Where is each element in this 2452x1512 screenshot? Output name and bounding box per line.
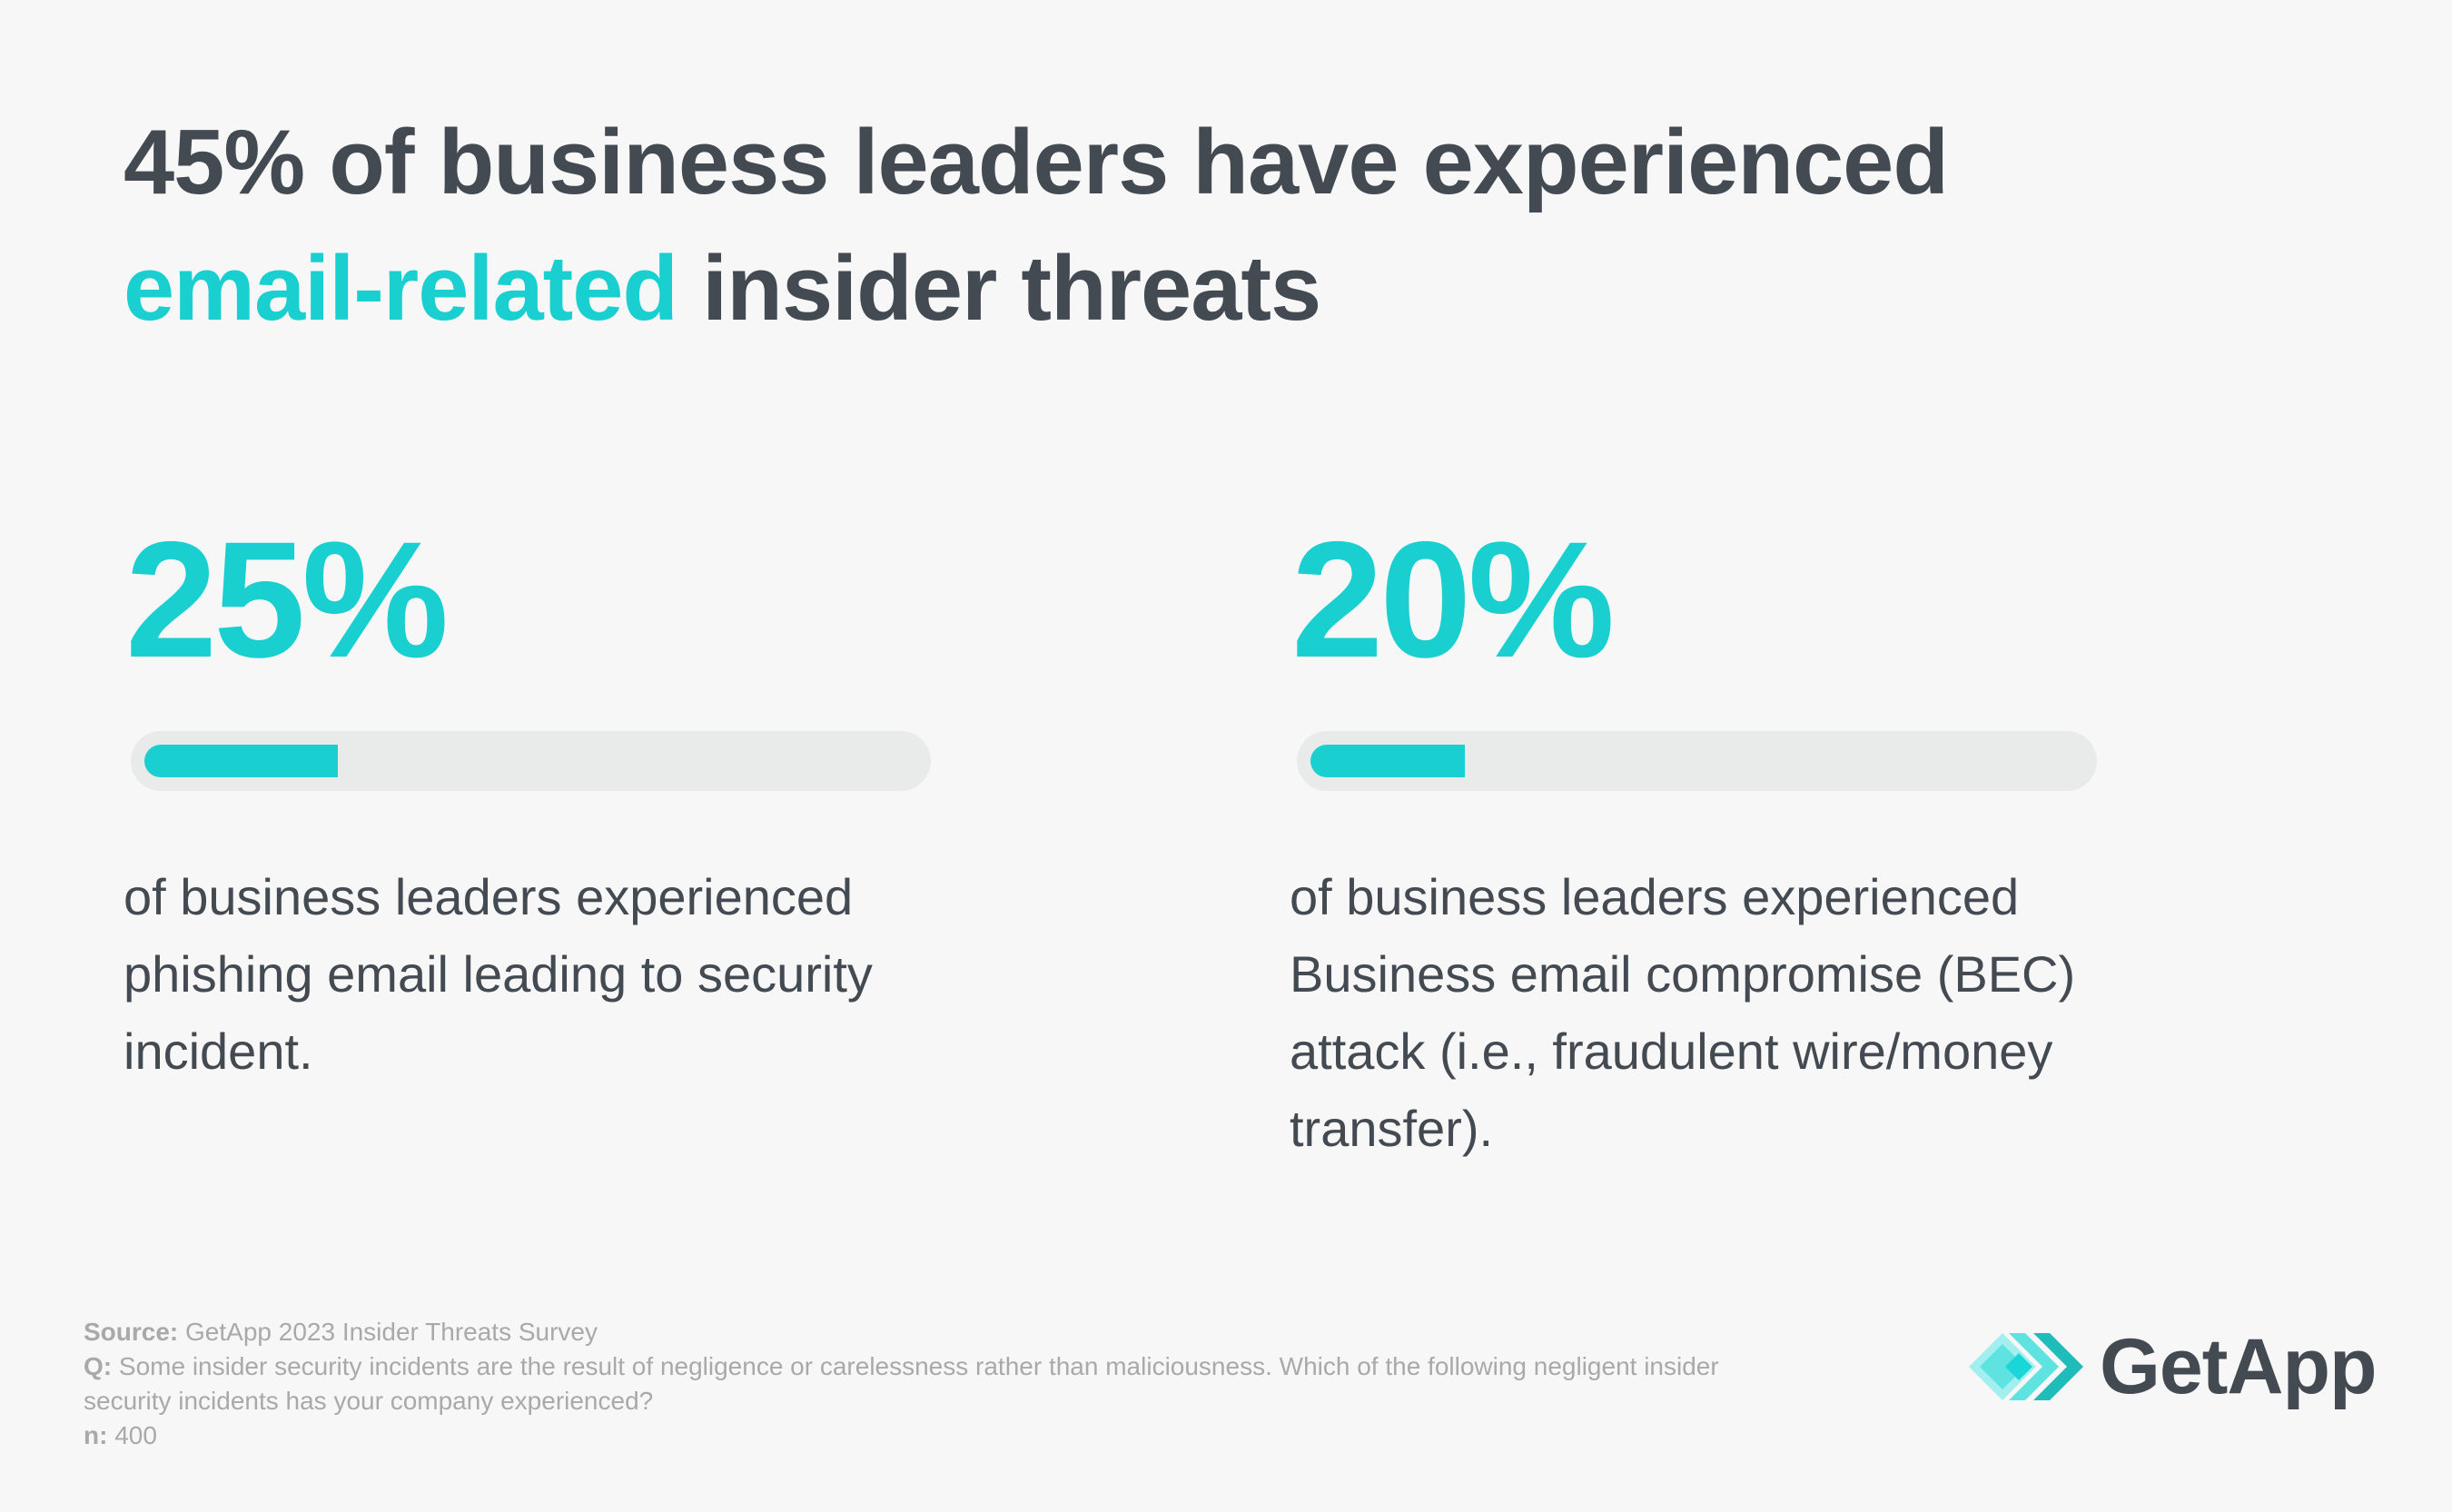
- stat-phishing: 25% of business leaders experienced phis…: [124, 507, 1032, 1080]
- stat-value: 25%: [125, 507, 449, 692]
- progress-fill: [144, 745, 338, 777]
- source-text: GetApp 2023 Insider Threats Survey: [178, 1318, 598, 1346]
- headline-accent: email-related: [124, 238, 678, 340]
- n-label: n:: [84, 1421, 108, 1449]
- footnote-sample-size: n: 400: [84, 1418, 1809, 1453]
- stat-description: of business leaders experienced Business…: [1290, 868, 2076, 1157]
- question-label: Q:: [84, 1352, 113, 1380]
- headline-line-1: 45% of business leaders have experienced: [124, 112, 1949, 213]
- progress-track: [1297, 731, 2097, 791]
- stat-value: 20%: [1291, 507, 1615, 692]
- stat-bec: 20% of business leaders experienced Busi…: [1290, 507, 2198, 1157]
- stat-description: of business leaders experienced phishing…: [124, 868, 873, 1080]
- source-label: Source:: [84, 1318, 179, 1346]
- getapp-wordmark: GetApp: [2100, 1323, 2378, 1410]
- progress-track: [131, 731, 931, 791]
- footnote: Source: GetApp 2023 Insider Threats Surv…: [84, 1315, 1809, 1453]
- headline-line-2-rest: insider threats: [677, 238, 1321, 340]
- headline: 45% of business leaders have experienced…: [124, 100, 1949, 352]
- footnote-question: Q: Some insider security incidents are t…: [84, 1349, 1809, 1418]
- question-text: Some insider security incidents are the …: [84, 1352, 1719, 1415]
- n-text: 400: [107, 1421, 157, 1449]
- getapp-chevrons-icon: [1969, 1333, 2083, 1400]
- footnote-source: Source: GetApp 2023 Insider Threats Surv…: [84, 1315, 1809, 1349]
- progress-fill: [1310, 745, 1465, 777]
- getapp-logo: GetApp: [1969, 1323, 2378, 1410]
